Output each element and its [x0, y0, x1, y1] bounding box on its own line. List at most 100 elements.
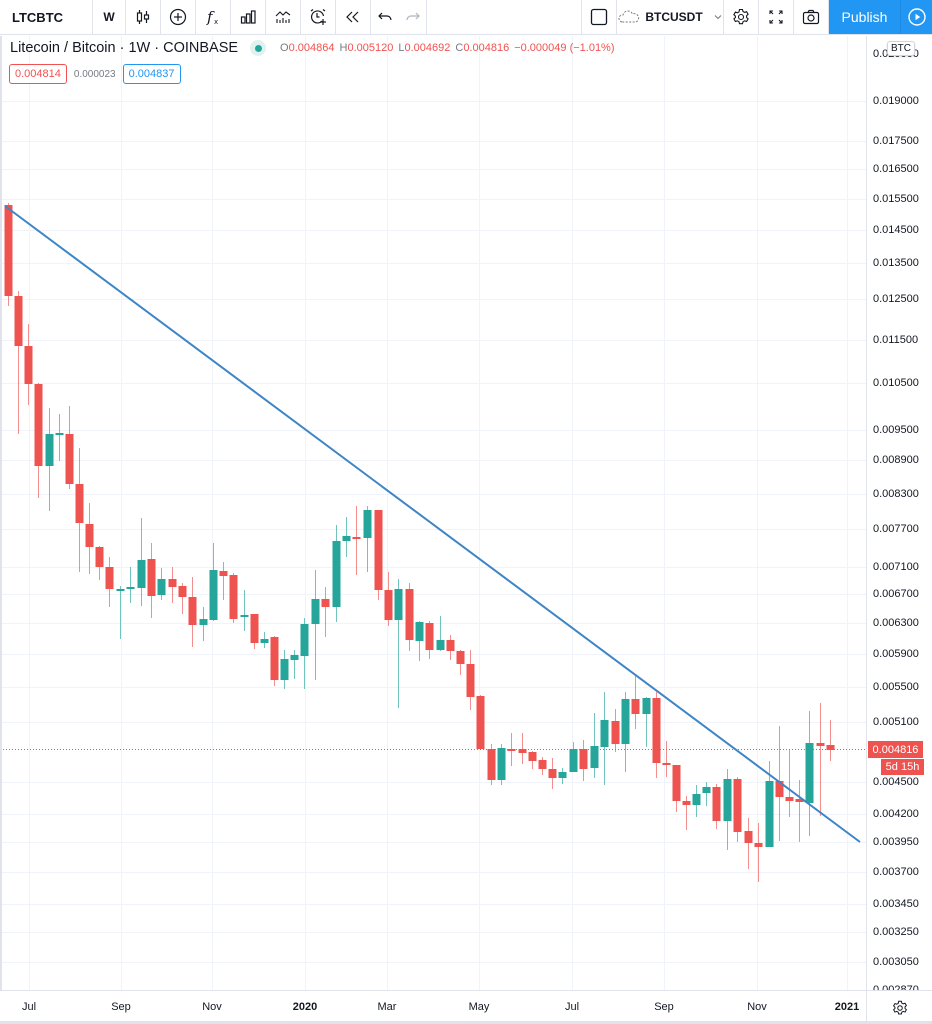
candle — [178, 583, 187, 614]
publish-button[interactable]: Publish — [829, 0, 901, 34]
candle — [260, 632, 269, 648]
candlestick-series — [4, 203, 835, 882]
replay-icon — [346, 11, 359, 23]
candle — [476, 695, 485, 749]
candle — [672, 765, 681, 812]
layout-compare-dropdown[interactable]: BTCUSDT — [617, 0, 724, 34]
candles-style-icon — [136, 10, 150, 24]
price-tick-label: 0.015500 — [873, 193, 919, 205]
price-tick-label: 0.014500 — [873, 224, 919, 236]
snapshot-button[interactable] — [794, 0, 829, 34]
price-tick-label: 0.011500 — [873, 334, 919, 346]
candle — [754, 823, 763, 882]
templates-button[interactable] — [266, 0, 301, 34]
price-tick-label: 0.004500 — [873, 776, 919, 788]
market-status-indicator[interactable] — [250, 40, 267, 56]
redo-button[interactable] — [399, 0, 427, 34]
trendline[interactable] — [4, 205, 861, 843]
chart-style-button[interactable] — [126, 0, 161, 34]
buy-button[interactable]: 0.004837 — [122, 64, 181, 84]
price-tick-label: 0.019000 — [873, 95, 919, 107]
fullscreen-button[interactable] — [759, 0, 794, 34]
replay-button[interactable] — [336, 0, 371, 34]
price-tick-label: 0.008300 — [873, 488, 919, 500]
candle — [744, 818, 753, 869]
candle — [157, 568, 166, 600]
price-tick-label: 0.008900 — [873, 454, 919, 466]
candle — [569, 742, 578, 772]
buy-sell-panel: 0.004814 0.000023 0.004837 — [9, 64, 181, 84]
price-tick-label: 0.003950 — [873, 836, 919, 848]
sell-button[interactable]: 0.004814 — [9, 64, 67, 84]
candle — [311, 570, 320, 680]
time-tick-label: Jul — [564, 1001, 580, 1013]
time-tick-label: Sep — [654, 1001, 674, 1013]
price-axis[interactable]: 0.0200000.0028700.0030500.0032500.003450… — [866, 36, 932, 996]
horizontal-gridlines — [0, 101, 866, 963]
publish-video-button[interactable] — [901, 0, 932, 34]
candle — [436, 616, 445, 651]
time-tick-label: Mar — [377, 1001, 397, 1013]
candle — [723, 769, 732, 850]
candle — [712, 784, 721, 829]
candle — [775, 726, 784, 841]
chart-left-border — [0, 36, 2, 990]
ohlc-close-value: 0.004816 — [463, 42, 510, 54]
price-tick-label: 0.006300 — [873, 617, 919, 629]
time-tick-label: May — [468, 1001, 490, 1013]
candle — [4, 203, 13, 306]
candle — [816, 703, 825, 816]
time-tick-label: 2021 — [834, 1001, 860, 1013]
undo-button[interactable] — [371, 0, 399, 34]
price-tick-label: 0.016500 — [873, 163, 919, 175]
ohlc-close-key: C — [455, 42, 464, 54]
candle — [219, 562, 228, 600]
financials-button[interactable] — [231, 0, 266, 34]
time-axis[interactable]: Jul Sep Nov 2020 Mar May Jul Sep Nov 2021 — [0, 990, 866, 1024]
currency-tag[interactable]: BTC — [887, 41, 915, 56]
time-tick-label: Jul — [21, 1001, 37, 1013]
candle — [384, 572, 393, 626]
gear-icon — [733, 8, 749, 25]
candle — [45, 408, 54, 511]
ohlc-open-key: O — [280, 42, 289, 54]
candle — [199, 607, 208, 641]
candle — [374, 510, 383, 600]
cloud-icon — [618, 10, 640, 23]
chart-pane[interactable] — [0, 36, 866, 990]
time-tick-label: Nov — [747, 1001, 767, 1013]
bottom-border — [0, 1021, 932, 1024]
price-tick-label: 0.003450 — [873, 898, 919, 910]
compare-add-icon — [169, 8, 187, 26]
ohlc-high-key: H — [339, 42, 348, 54]
select-checkbox[interactable] — [582, 0, 617, 34]
compare-symbol-button[interactable] — [161, 0, 196, 34]
candle — [497, 744, 506, 785]
candle — [55, 414, 64, 461]
axis-settings-button[interactable] — [866, 990, 932, 1024]
candle — [652, 692, 661, 778]
price-tick-label: 0.005900 — [873, 648, 919, 660]
candle — [538, 757, 547, 775]
candle — [405, 583, 414, 651]
vertical-gridlines — [29, 36, 848, 990]
ohlc-change: −0.000049 (−1.01%) — [514, 42, 615, 54]
candle — [518, 733, 527, 764]
symbol-search-button[interactable]: LTCBTC — [0, 0, 93, 34]
candle — [795, 780, 804, 842]
svg-text:f: f — [206, 8, 215, 26]
candle — [662, 741, 671, 777]
settings-button[interactable] — [724, 0, 759, 34]
time-tick-label: Sep — [111, 1001, 131, 1013]
price-tick-label: 0.003700 — [873, 866, 919, 878]
alert-button[interactable] — [301, 0, 336, 34]
interval-button[interactable]: W — [93, 0, 126, 34]
candle — [548, 758, 557, 789]
legend-title: Litecoin / Bitcoin · 1W · COINBASE — [10, 40, 239, 56]
ohlc-low-key: L — [398, 42, 405, 54]
redo-icon — [405, 12, 420, 21]
candle — [446, 635, 455, 660]
svg-text:x: x — [214, 18, 218, 26]
